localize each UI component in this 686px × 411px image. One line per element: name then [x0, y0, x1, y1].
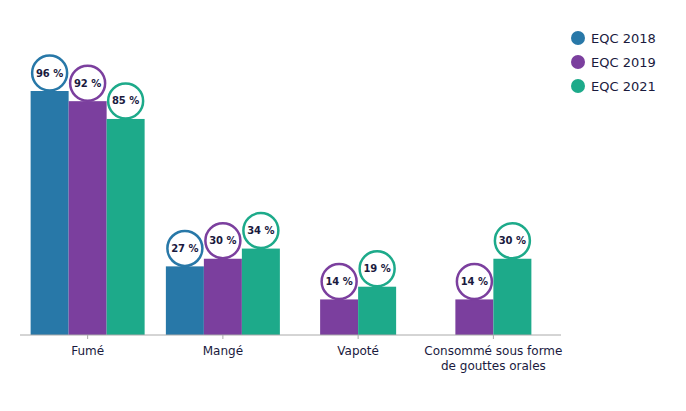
label-badge — [205, 223, 240, 258]
bar — [166, 266, 204, 335]
chart: 96 % 92 % 85 % 27 % 30 % 34 % 14 % 19 % 14 % 30 %… — [0, 0, 686, 411]
label-badge — [322, 264, 357, 299]
x-tick-label: Fumé — [71, 344, 104, 358]
x-tick-label: Consommé sous formede gouttes orales — [424, 344, 562, 373]
bar — [242, 249, 280, 335]
x-tick — [493, 335, 494, 339]
x-tick — [87, 335, 88, 339]
x-axis-line — [20, 335, 561, 336]
data-label: 30 % — [499, 235, 526, 246]
bar — [204, 259, 242, 335]
legend-label: EQC 2018 — [591, 31, 656, 46]
label-badge — [457, 264, 492, 299]
data-label: 27 % — [171, 243, 198, 254]
bar — [493, 259, 531, 335]
bar — [31, 91, 69, 335]
label-badge — [70, 66, 105, 101]
bar — [455, 299, 493, 335]
label-badge — [360, 251, 395, 286]
label-badge — [108, 83, 143, 118]
data-label: 14 % — [461, 276, 488, 287]
x-tick — [358, 335, 359, 339]
legend-label: EQC 2021 — [591, 79, 656, 94]
data-label: 34 % — [247, 225, 274, 236]
data-label: 85 % — [112, 95, 139, 106]
legend: EQC 2018 EQC 2019 EQC 2021 — [571, 31, 656, 94]
x-tick-label: Mangé — [203, 344, 243, 358]
label-badge — [167, 231, 202, 266]
x-tick — [222, 335, 223, 339]
chart-container: 96 % 92 % 85 % 27 % 30 % 34 % 14 % 19 % 14 % 30 %… — [0, 0, 686, 411]
bar — [358, 287, 396, 335]
data-label: 30 % — [209, 235, 236, 246]
bar — [69, 101, 107, 335]
bar — [320, 299, 358, 335]
x-axis: Fumé Mangé Vapoté Consommé sous formede gou… — [20, 335, 562, 373]
data-label: 19 % — [363, 263, 390, 274]
data-label: 14 % — [325, 276, 352, 287]
label-badge — [495, 223, 530, 258]
bar — [107, 119, 145, 335]
legend-swatch — [571, 31, 585, 45]
legend-label: EQC 2019 — [591, 55, 656, 70]
data-label: 92 % — [74, 78, 101, 89]
x-tick-label: Vapoté — [337, 344, 379, 358]
legend-swatch — [571, 55, 585, 69]
bars — [31, 91, 532, 335]
label-badge — [32, 56, 67, 91]
label-badge — [243, 213, 278, 248]
data-label: 96 % — [36, 68, 63, 79]
data-labels: 96 % 92 % 85 % 27 % 30 % 34 % 14 % 19 % 14 % 30 % — [32, 56, 530, 299]
legend-swatch — [571, 79, 585, 93]
